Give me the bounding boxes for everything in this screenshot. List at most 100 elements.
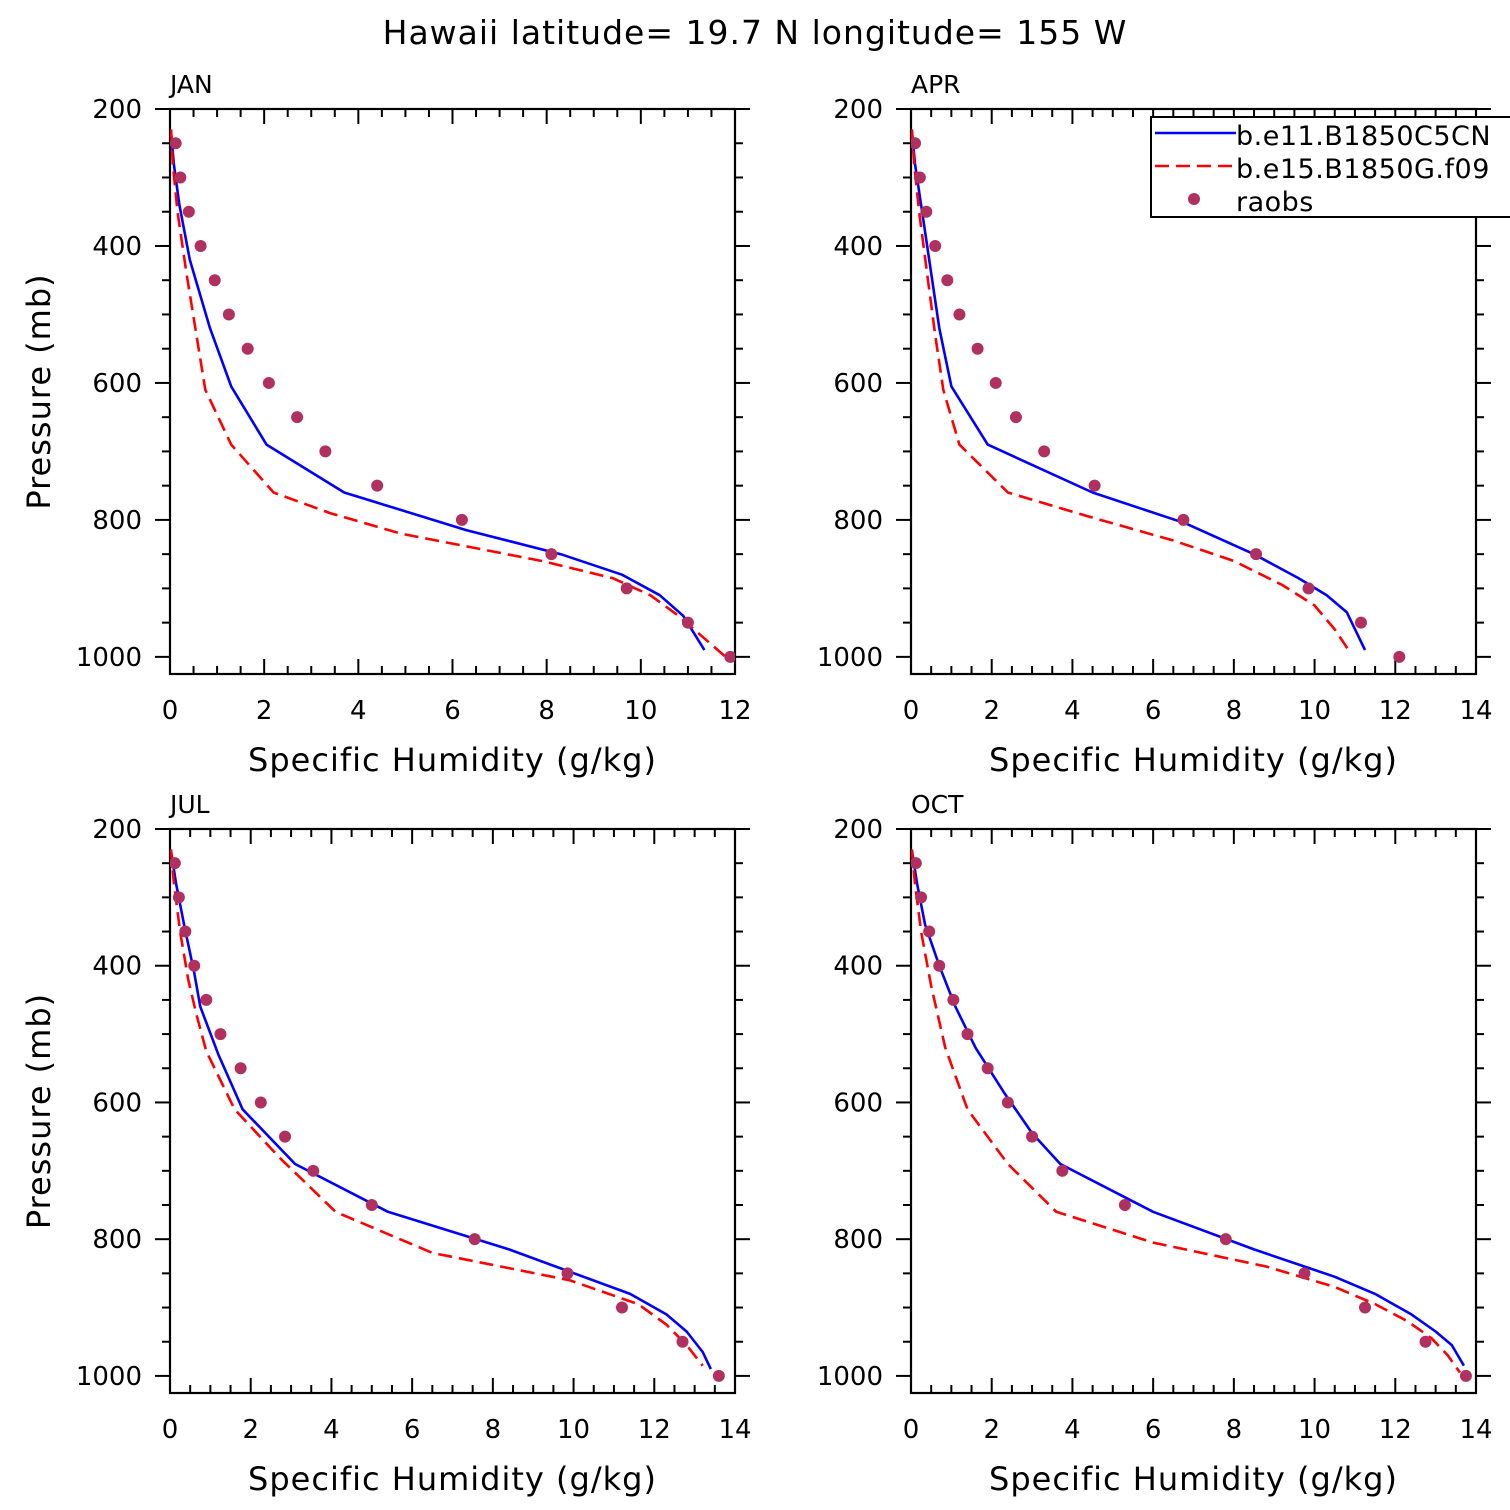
plot-area <box>170 129 735 663</box>
x-tick-label: 4 <box>350 696 367 726</box>
x-tick-label: 8 <box>485 1415 502 1445</box>
x-tick-label: 12 <box>638 1415 671 1445</box>
raobs-point <box>214 1028 227 1041</box>
y-tick-label: 200 <box>92 815 142 845</box>
x-tick-label: 0 <box>903 1415 920 1445</box>
raobs-point <box>1359 1301 1372 1314</box>
x-tick-label: 14 <box>718 1415 751 1445</box>
x-tick-label: 8 <box>1226 1415 1243 1445</box>
x-tick-label: 2 <box>256 696 273 726</box>
raobs-point <box>262 376 275 389</box>
raobs-point <box>468 1233 481 1246</box>
y-tick-label: 600 <box>92 369 142 399</box>
raobs-point <box>1419 1335 1432 1348</box>
raobs-point <box>724 650 735 663</box>
panel-label: APR <box>911 70 961 99</box>
y-tick-label: 200 <box>833 815 883 845</box>
x-axis-label: Specific Humidity (g/kg) <box>248 741 657 779</box>
raobs-point <box>307 1164 320 1177</box>
x-tick-label: 2 <box>242 1415 259 1445</box>
x-tick-label: 4 <box>1064 696 1081 726</box>
raobs-point <box>941 274 954 287</box>
series-line-b-e11-b1850c5cn <box>170 129 706 651</box>
x-axis-label: Specific Humidity (g/kg) <box>248 1460 657 1498</box>
y-tick-label: 400 <box>92 952 142 982</box>
raobs-point <box>616 1301 628 1314</box>
raobs-point <box>1459 1369 1472 1382</box>
panel-label: JAN <box>168 70 213 99</box>
x-tick-label: 0 <box>162 696 179 726</box>
raobs-point <box>200 993 213 1006</box>
x-tick-label: 6 <box>444 696 461 726</box>
raobs-point <box>1056 1164 1069 1177</box>
raobs-point <box>455 513 468 526</box>
y-axis-label: Pressure (mb) <box>20 993 58 1229</box>
x-tick-label: 10 <box>1298 1415 1331 1445</box>
raobs-point <box>961 1028 974 1041</box>
figure-title: Hawaii latitude= 19.7 N longitude= 155 W <box>383 13 1128 52</box>
raobs-point <box>953 308 966 321</box>
raobs-point <box>170 137 182 150</box>
raobs-point <box>1219 1233 1232 1246</box>
y-tick-label: 800 <box>833 506 883 536</box>
legend-marker-raobs <box>1188 193 1200 205</box>
raobs-point <box>911 857 922 870</box>
raobs-point <box>989 376 1002 389</box>
panel-apr: 0 2 4 6 8 10 12 14 200 400 600 800 1000 APR Specific H… <box>817 70 1493 779</box>
raobs-point <box>929 239 942 252</box>
raobs-point <box>920 205 933 218</box>
y-axis-label: Pressure (mb) <box>20 273 58 509</box>
x-tick-label: 8 <box>1226 696 1243 726</box>
x-tick-label: 4 <box>323 1415 340 1445</box>
x-tick-label: 10 <box>624 696 657 726</box>
panel-jul: 0 2 4 6 8 10 12 14 200 400 600 800 1000 JUL Specific H… <box>20 790 752 1498</box>
panel-label: JUL <box>168 790 210 819</box>
x-tick-label: 14 <box>1459 1415 1492 1445</box>
y-tick-label: 200 <box>92 95 142 125</box>
raobs-point <box>222 308 235 321</box>
y-tick-label: 600 <box>833 369 883 399</box>
raobs-point <box>1026 1130 1039 1143</box>
x-tick-label: 12 <box>1379 1415 1412 1445</box>
raobs-point <box>208 274 221 287</box>
raobs-point <box>1088 479 1101 492</box>
raobs-point <box>234 1062 247 1075</box>
x-tick-label: 10 <box>557 1415 590 1445</box>
raobs-point <box>620 582 633 595</box>
y-tick-label: 400 <box>833 232 883 262</box>
series-line-b-e15-b1850g-f09 <box>170 129 727 658</box>
raobs-point <box>913 171 926 184</box>
y-tick-label: 600 <box>92 1088 142 1118</box>
raobs-point <box>1298 1267 1311 1280</box>
plot-area <box>170 849 725 1382</box>
x-tick-label: 6 <box>1145 1415 1162 1445</box>
y-tick-label: 400 <box>92 232 142 262</box>
raobs-point <box>676 1335 689 1348</box>
legend-label: b.e15.B1850G.f09 <box>1236 154 1490 185</box>
y-tick-label: 800 <box>92 506 142 536</box>
x-tick-label: 8 <box>538 696 555 726</box>
raobs-point <box>179 925 192 938</box>
raobs-point <box>365 1199 378 1211</box>
x-axis-label: Specific Humidity (g/kg) <box>989 1460 1398 1498</box>
x-tick-label: 6 <box>404 1415 421 1445</box>
plot-area <box>911 849 1472 1382</box>
raobs-point <box>241 342 254 355</box>
panel-jan: 0 2 4 6 8 10 12 200 400 600 800 1000 JAN Specific Hum… <box>20 70 752 779</box>
y-tick-label: 800 <box>92 1225 142 1255</box>
raobs-point <box>947 993 960 1006</box>
y-tick-label: 1000 <box>76 643 142 673</box>
panel-oct: 0 2 4 6 8 10 12 14 200 400 600 800 1000 OCT Specific H… <box>817 790 1493 1498</box>
raobs-point <box>319 445 332 458</box>
raobs-point <box>172 891 185 904</box>
x-tick-label: 6 <box>1145 696 1162 726</box>
raobs-point <box>923 925 936 938</box>
raobs-point <box>182 205 195 218</box>
raobs-point <box>170 857 181 870</box>
x-tick-label: 0 <box>162 1415 179 1445</box>
series-line-b-e15-b1850g-f09 <box>911 129 1352 655</box>
series-line-b-e15-b1850g-f09 <box>911 849 1461 1374</box>
y-tick-label: 1000 <box>76 1362 142 1392</box>
legend-label: b.e11.B1850C5CN <box>1236 121 1491 152</box>
